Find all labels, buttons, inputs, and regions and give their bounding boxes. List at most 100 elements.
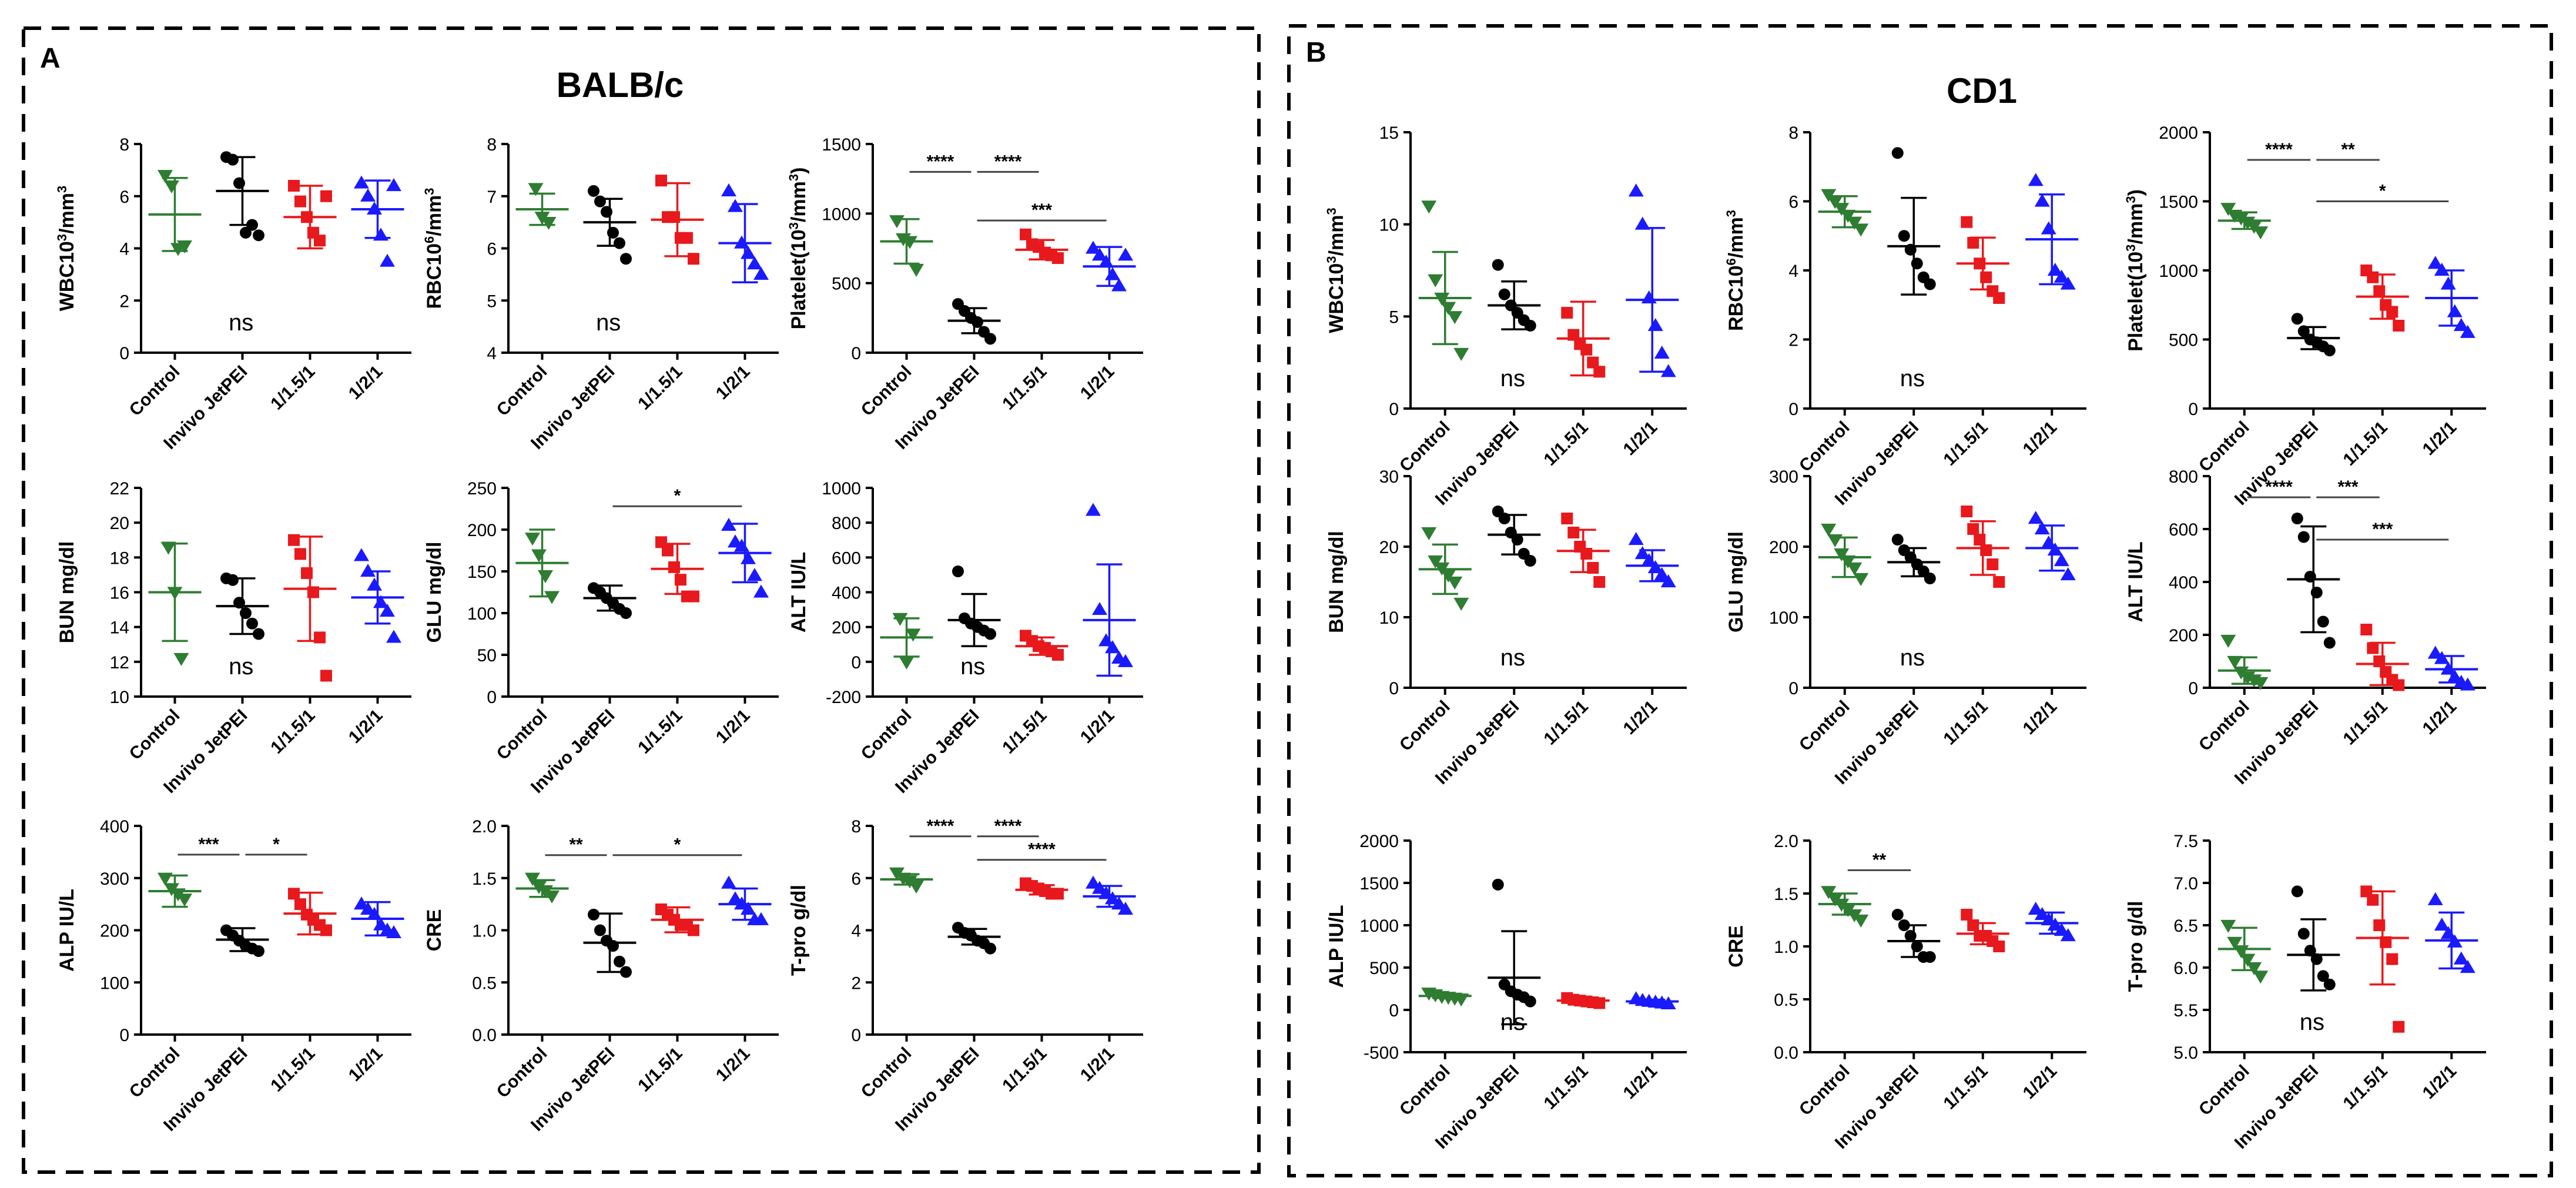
data-point bbox=[1967, 919, 1979, 931]
y-tick-label: 100 bbox=[1769, 608, 1798, 628]
y-axis-label: WBC103/mm3 bbox=[1324, 208, 1348, 333]
y-tick-label: 0.0 bbox=[472, 1026, 497, 1045]
plot-b-11: 0 500 1000 1500 2000 Platelet(103/mm3) Control… bbox=[2123, 123, 2486, 509]
data-point bbox=[2386, 306, 2399, 318]
ns-annotation: ns bbox=[1900, 366, 1925, 391]
data-point bbox=[1111, 278, 1127, 292]
data-point bbox=[1447, 576, 1463, 590]
ns-annotation: ns bbox=[1500, 1009, 1525, 1035]
y-tick-label: 800 bbox=[832, 514, 861, 533]
y-axis-label: BUN mg/dl bbox=[1325, 531, 1348, 633]
y-axis-label: BUN mg/dl bbox=[56, 541, 78, 644]
data-point bbox=[1924, 951, 1936, 963]
data-point bbox=[2460, 324, 2475, 338]
y-tick-label: 0 bbox=[1389, 400, 1399, 419]
significance-label: **** bbox=[994, 816, 1022, 836]
x-tick-label: 1/1.5/1 bbox=[2339, 418, 2391, 470]
y-tick-label: 200 bbox=[100, 922, 129, 941]
y-tick-label: 22 bbox=[110, 479, 129, 498]
x-tick-label: Control bbox=[493, 706, 551, 764]
data-point bbox=[984, 628, 996, 640]
x-tick-label: 1/2/1 bbox=[712, 706, 754, 748]
ns-annotation: ns bbox=[1900, 645, 1925, 671]
x-tick-label: 1/1.5/1 bbox=[634, 362, 686, 414]
data-point bbox=[2386, 953, 2399, 965]
y-tick-label: 1.5 bbox=[472, 869, 497, 889]
data-point bbox=[1654, 567, 1670, 581]
significance-label: * bbox=[674, 835, 681, 855]
significance-label: **** bbox=[2265, 477, 2293, 497]
data-point bbox=[320, 190, 332, 202]
data-point bbox=[2367, 642, 2379, 654]
y-tick-label: 500 bbox=[2169, 331, 2198, 350]
y-axis-label: ALP IU/L bbox=[1325, 905, 1348, 988]
y-tick-label: 600 bbox=[2169, 520, 2198, 540]
x-tick-label: Control bbox=[493, 362, 551, 420]
y-tick-label: 1000 bbox=[2159, 262, 2198, 281]
data-point bbox=[227, 153, 239, 166]
x-tick-label: 1/1.5/1 bbox=[267, 706, 319, 758]
data-point bbox=[2034, 521, 2050, 535]
data-point bbox=[889, 215, 905, 229]
plot-b-17: 5.05.56.06.57.07.5T-pro g/dlControlInviv… bbox=[2125, 832, 2486, 1153]
x-tick-label: Control bbox=[1396, 1062, 1454, 1120]
data-point bbox=[1898, 230, 1910, 242]
y-tick-label: 14 bbox=[110, 618, 129, 638]
x-tick-label: 1/1.5/1 bbox=[999, 362, 1050, 414]
significance-label: *** bbox=[198, 835, 219, 854]
data-point bbox=[1086, 503, 1101, 516]
x-tick-label: Control bbox=[857, 706, 916, 764]
data-point bbox=[2434, 263, 2450, 276]
data-point bbox=[288, 888, 300, 900]
y-tick-label: 0 bbox=[2188, 679, 2198, 698]
data-point bbox=[386, 178, 401, 192]
data-point bbox=[2440, 276, 2456, 290]
data-point bbox=[173, 652, 189, 666]
y-tick-label: 10 bbox=[110, 688, 129, 707]
data-point bbox=[688, 590, 699, 603]
y-tick-label: 200 bbox=[832, 618, 861, 638]
data-point bbox=[594, 924, 606, 936]
data-point bbox=[909, 263, 924, 277]
data-point bbox=[227, 574, 239, 586]
data-point bbox=[1660, 364, 1676, 377]
data-point bbox=[681, 232, 693, 244]
y-tick-label: 10 bbox=[1379, 608, 1399, 628]
data-point bbox=[288, 534, 300, 546]
y-tick-label: 5.5 bbox=[2173, 1001, 2198, 1020]
x-tick-label: 1/1.5/1 bbox=[999, 706, 1050, 758]
data-point bbox=[721, 875, 736, 889]
data-point bbox=[2297, 531, 2310, 543]
data-point bbox=[1118, 902, 1133, 915]
data-point bbox=[1961, 216, 1973, 228]
data-point bbox=[2323, 978, 2336, 990]
x-tick-label: 1/2/1 bbox=[1620, 1062, 1661, 1103]
data-point bbox=[253, 628, 264, 640]
data-point bbox=[1924, 573, 1936, 584]
data-point bbox=[1821, 523, 1837, 537]
y-tick-label: 100 bbox=[467, 604, 497, 624]
y-tick-label: 6 bbox=[1788, 193, 1798, 212]
x-tick-label: 1/1.5/1 bbox=[267, 1044, 319, 1096]
x-tick-label: Control bbox=[1396, 418, 1454, 476]
x-tick-label: Control bbox=[1796, 697, 1854, 755]
y-tick-label: 15 bbox=[1379, 123, 1399, 143]
data-point bbox=[2054, 269, 2069, 283]
data-point bbox=[1428, 555, 1443, 568]
x-tick-label: 1/2/1 bbox=[345, 1044, 387, 1086]
data-point bbox=[1961, 909, 1973, 921]
y-tick-label: 400 bbox=[832, 584, 861, 603]
data-point bbox=[2253, 971, 2269, 984]
data-point bbox=[1524, 555, 1536, 567]
data-point bbox=[253, 229, 264, 242]
y-tick-label: 4 bbox=[487, 344, 497, 363]
x-tick-label: 1/2/1 bbox=[712, 1044, 754, 1086]
data-point bbox=[1567, 527, 1580, 538]
